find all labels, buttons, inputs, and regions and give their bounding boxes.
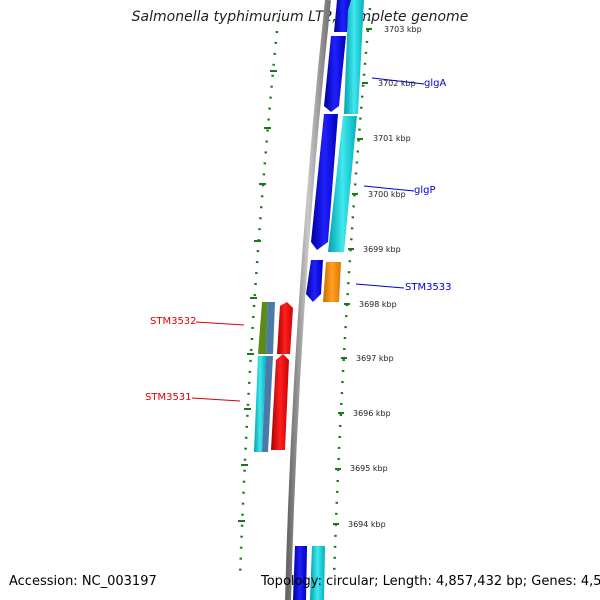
accession-text: Accession: NC_003197 [9, 574, 157, 589]
cds-arrow-orange [323, 262, 341, 302]
kbp-label: 3702 kbp [378, 79, 416, 88]
genome-summary: Topology: circular; Length: 4,857,432 bp… [261, 574, 600, 589]
forward-cds-cyan [310, 0, 364, 600]
cds-arrow [293, 546, 307, 600]
kbp-label: 3701 kbp [373, 134, 411, 143]
gene-label-STM3532[interactable]: STM3532 [150, 316, 197, 327]
gene-label-glgA[interactable]: glgA [424, 78, 446, 89]
cds-arrow [306, 260, 323, 302]
cds-arrow [311, 114, 338, 250]
kbp-label: 3696 kbp [353, 409, 391, 418]
kbp-label: 3697 kbp [356, 354, 394, 363]
leader-line-STM3532 [195, 321, 245, 326]
cds-arrow [344, 0, 364, 114]
kbp-label: 3700 kbp [368, 190, 406, 199]
gene-label-STM3533[interactable]: STM3533 [405, 282, 452, 293]
kbp-label: 3703 kbp [384, 25, 422, 34]
genome-backbone [285, 0, 331, 600]
kbp-label: 3698 kbp [359, 300, 397, 309]
kbp-ticks [333, 28, 372, 525]
map-title: Salmonella typhimurium LT2, complete gen… [131, 9, 469, 25]
forward-cds-blue [293, 0, 352, 600]
kbp-label: 3694 kbp [348, 520, 386, 529]
gene-label-STM3531[interactable]: STM3531 [145, 392, 192, 403]
cds-arrow [258, 302, 268, 354]
cds-arrow [262, 356, 273, 452]
inner-tick-ring [238, 19, 280, 579]
reverse-cds-block [254, 302, 293, 452]
cds-arrow [328, 116, 357, 252]
leader-line-STM3531 [191, 397, 241, 402]
kbp-label: 3695 kbp [350, 464, 388, 473]
cds-arrow [324, 36, 346, 112]
cds-arrow [266, 302, 275, 354]
leader-line-glgA [371, 77, 425, 85]
cds-arrow [271, 354, 289, 450]
kbp-label: 3699 kbp [363, 245, 401, 254]
gene-label-glgP[interactable]: glgP [414, 185, 436, 196]
leader-line-glgP [363, 185, 415, 192]
cds-arrow [310, 546, 325, 600]
cds-arrow [277, 302, 293, 354]
leader-line-STM3533 [355, 283, 405, 289]
